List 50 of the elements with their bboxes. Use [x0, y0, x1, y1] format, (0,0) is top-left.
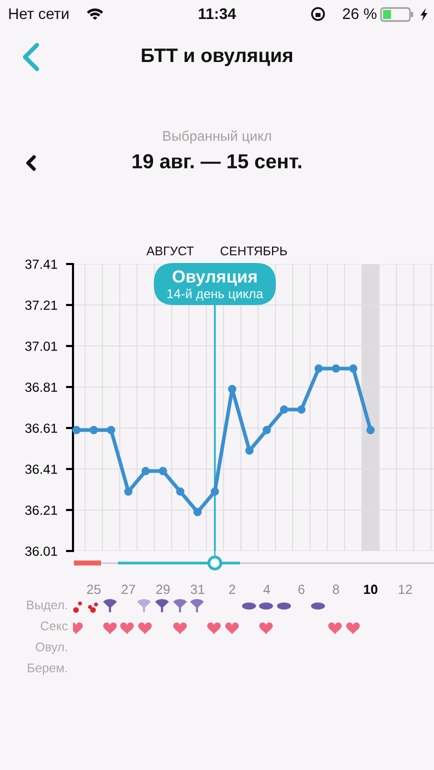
- y-tick-label: 36.01: [25, 546, 58, 556]
- x-tick-label: 27: [122, 584, 136, 594]
- point: [210, 487, 220, 496]
- y-tick-label: 37.01: [25, 342, 58, 351]
- text: Секс: [40, 622, 68, 630]
- ref-line-label: Овуляция: [172, 270, 257, 286]
- point: [141, 466, 150, 476]
- y-tick-label: 36.21: [25, 506, 58, 515]
- text: Нет сети: [9, 8, 68, 20]
- x-tick-label: 12: [398, 584, 412, 594]
- y-tick-label: 37.21: [25, 300, 58, 310]
- point: [349, 364, 358, 373]
- x-tick-label: 31: [190, 584, 204, 594]
- text: СЕНТЯБРЬ: [220, 246, 287, 256]
- point: [297, 405, 306, 414]
- x-tick-label: 29: [156, 584, 170, 594]
- point: [106, 426, 116, 434]
- chart-subtitle: 19 авг. — 15 сент.: [132, 154, 302, 168]
- point: [280, 405, 288, 414]
- text: 11:34: [198, 8, 236, 20]
- point: [176, 487, 184, 496]
- x-tick-label: 25: [87, 584, 101, 594]
- x-tick-label: 10: [364, 584, 378, 594]
- point: [124, 487, 133, 496]
- point: [90, 426, 98, 434]
- point: [158, 466, 168, 476]
- text: АВГУСТ: [146, 246, 194, 256]
- x-tick-label: 4: [263, 584, 270, 594]
- point: [193, 508, 202, 516]
- chart-title: БТТ и овуляция: [142, 48, 292, 66]
- point: [314, 364, 323, 373]
- y-tick-label: 37.41: [25, 260, 58, 269]
- annotation: 14-й день цикла: [167, 288, 264, 301]
- text: Берем.: [28, 664, 67, 675]
- text: Выдел.: [27, 600, 67, 612]
- text: Выбранный цикл: [163, 130, 271, 144]
- y-tick-label: 36.41: [25, 464, 58, 474]
- text: 26 %: [342, 8, 376, 20]
- x-tick-label: 2: [229, 584, 236, 594]
- x-tick-label: 8: [332, 584, 340, 594]
- point: [366, 426, 375, 434]
- point: [245, 446, 254, 455]
- text: Овул.: [36, 642, 67, 654]
- point: [262, 426, 271, 434]
- x-tick-label: 6: [298, 584, 304, 594]
- y-tick-label: 36.61: [25, 424, 58, 433]
- point: [332, 364, 340, 373]
- point: [228, 384, 236, 394]
- point: [72, 426, 81, 434]
- y-tick-label: 36.81: [25, 382, 58, 392]
